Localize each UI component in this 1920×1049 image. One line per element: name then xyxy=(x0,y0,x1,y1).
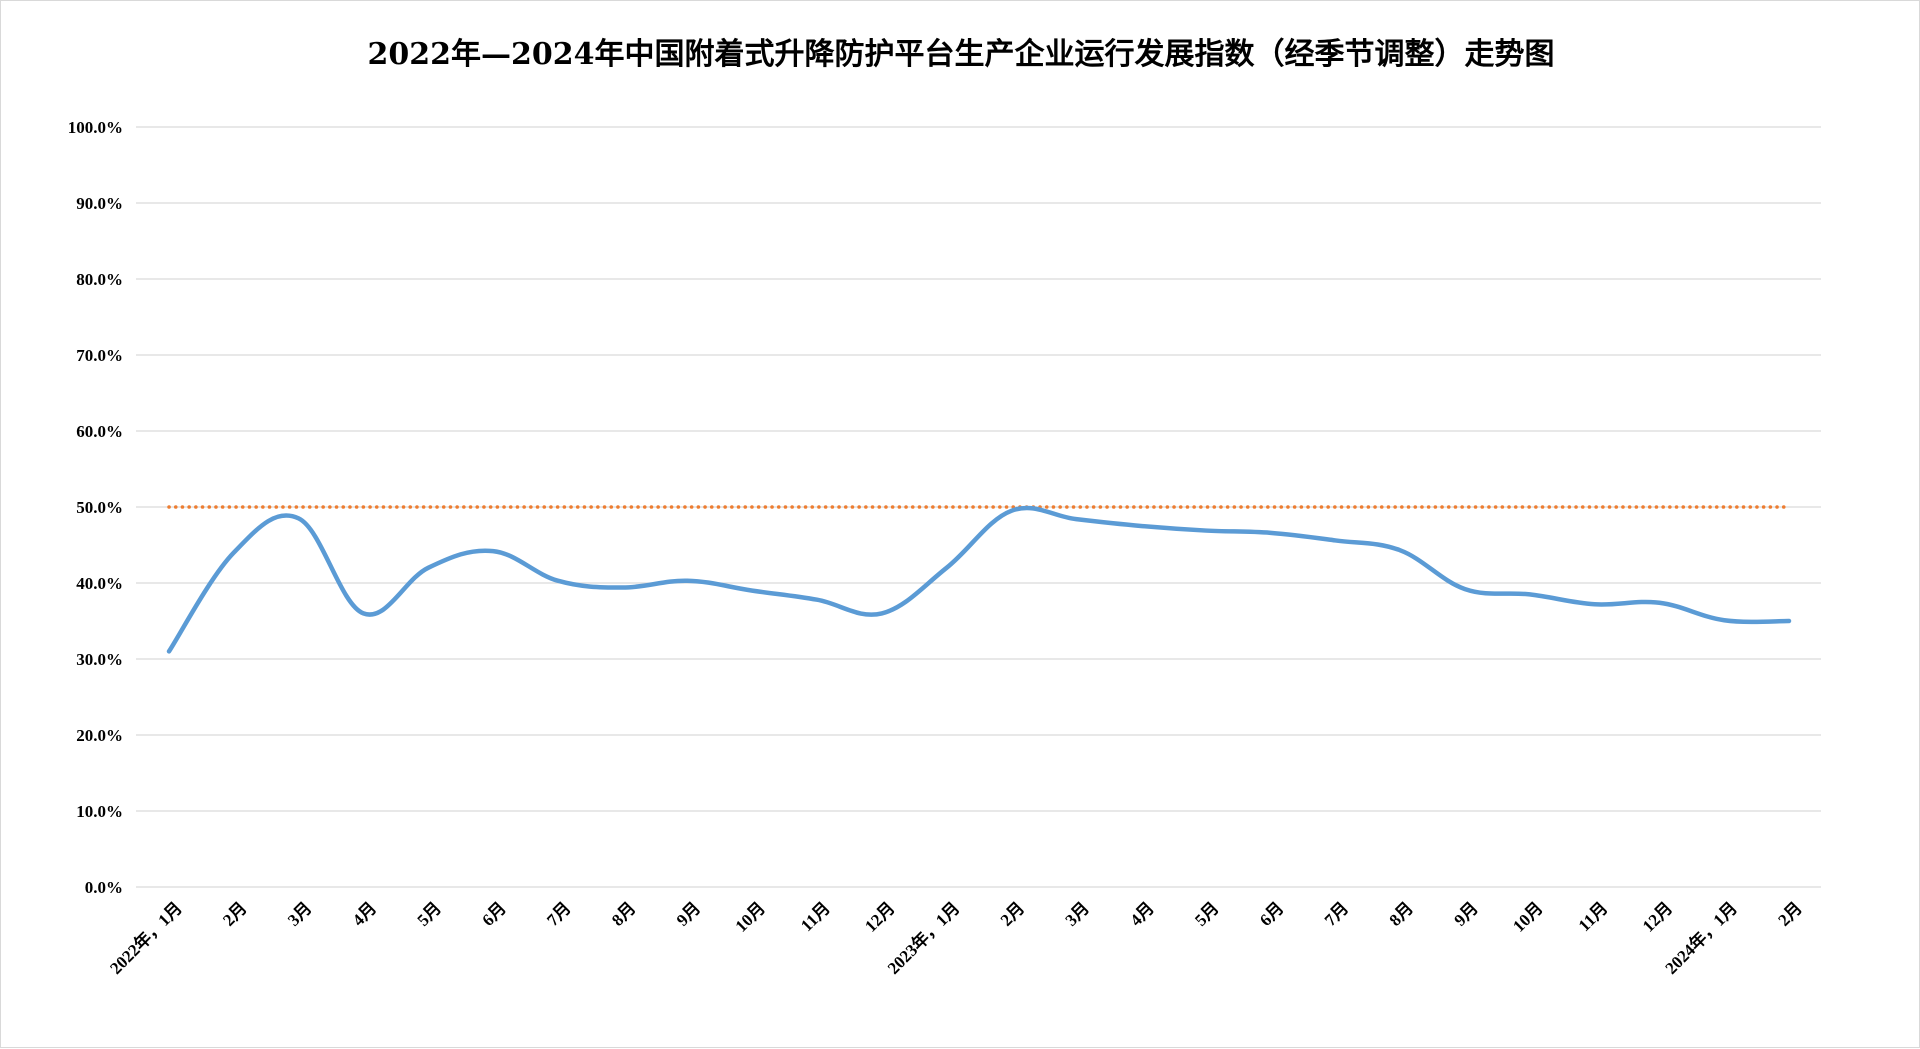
x-tick-label: 5月 xyxy=(1191,898,1222,929)
x-tick-label: 10月 xyxy=(732,898,769,935)
y-tick-label: 90.0% xyxy=(76,194,123,213)
x-tick-label: 3月 xyxy=(284,898,315,929)
y-tick-label: 20.0% xyxy=(76,726,123,745)
y-tick-label: 10.0% xyxy=(76,802,123,821)
y-tick-label: 50.0% xyxy=(76,498,123,517)
x-tick-label: 10月 xyxy=(1509,898,1546,935)
x-tick-label: 9月 xyxy=(1450,898,1481,929)
y-tick-label: 0.0% xyxy=(85,878,123,897)
y-tick-label: 80.0% xyxy=(76,270,123,289)
series-lines xyxy=(166,505,1792,654)
y-axis-ticks: 0.0% 10.0% 20.0% 30.0% 40.0% 50.0% 60.0% 70.0% 8… xyxy=(68,118,123,897)
x-tick-label: 2月 xyxy=(997,898,1028,929)
y-tick-label: 100.0% xyxy=(68,118,123,137)
x-tick-label: 2月 xyxy=(1774,898,1805,929)
index-series-line xyxy=(166,505,1792,654)
x-tick-label: 7月 xyxy=(1321,898,1352,929)
y-tick-label: 40.0% xyxy=(76,574,123,593)
x-tick-label: 3月 xyxy=(1062,898,1093,929)
x-tick-label: 11月 xyxy=(1575,898,1612,935)
y-tick-label: 70.0% xyxy=(76,346,123,365)
x-tick-label: 8月 xyxy=(608,898,639,929)
x-tick-label: 2022年，1月 xyxy=(106,898,186,978)
x-tick-label: 5月 xyxy=(414,898,445,929)
x-tick-label: 6月 xyxy=(1256,898,1287,929)
x-tick-label: 6月 xyxy=(478,898,509,929)
x-tick-label: 2月 xyxy=(219,898,250,929)
x-tick-label: 8月 xyxy=(1386,898,1417,929)
x-tick-label: 9月 xyxy=(673,898,704,929)
x-tick-label: 4月 xyxy=(1126,898,1157,929)
x-tick-label: 12月 xyxy=(1639,898,1676,935)
x-tick-label: 11月 xyxy=(797,898,834,935)
x-tick-label: 12月 xyxy=(861,898,898,935)
x-tick-label: 7月 xyxy=(543,898,574,929)
chart-title: 2022年—2024年中国附着式升降防护平台生产企业运行发展指数（经季节调整）走… xyxy=(368,37,1555,72)
x-axis-ticks: 2022年，1月 2月 3月 4月 5月 6月 7月 8月 9月 10月 11月 12月2023年，1… xyxy=(106,898,1806,978)
y-tick-label: 30.0% xyxy=(76,650,123,669)
y-tick-label: 60.0% xyxy=(76,422,123,441)
x-tick-label: 4月 xyxy=(349,898,380,929)
